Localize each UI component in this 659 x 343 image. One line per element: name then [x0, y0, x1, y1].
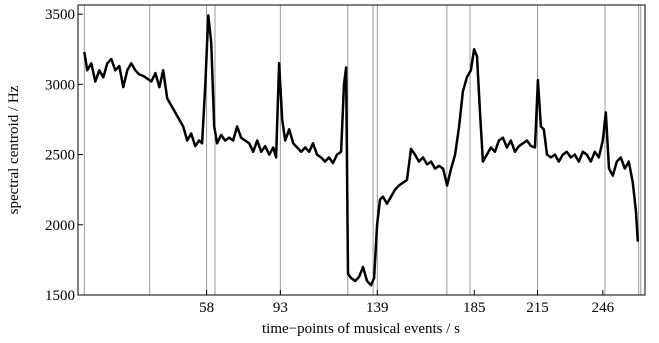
data-line — [83, 14, 640, 287]
x-tick-label: 215 — [526, 300, 549, 316]
plot-frame — [77, 4, 646, 296]
x-axis-label: time−points of musical events / s — [262, 321, 460, 337]
x-tick-label: 185 — [463, 300, 486, 316]
y-tick-label: 2500 — [45, 148, 75, 164]
y-tick-label: 3000 — [45, 77, 75, 93]
x-tick-label: 58 — [199, 300, 214, 316]
y-tick-label: 1500 — [45, 288, 75, 304]
x-tick-label: 246 — [592, 300, 615, 316]
y-tick-label: 2000 — [45, 218, 75, 234]
y-axis-label: spectral centroid / Hz — [6, 85, 22, 214]
x-tick-label: 93 — [273, 300, 288, 316]
y-tick-label: 3500 — [45, 7, 75, 23]
x-tick-label: 139 — [366, 300, 389, 316]
